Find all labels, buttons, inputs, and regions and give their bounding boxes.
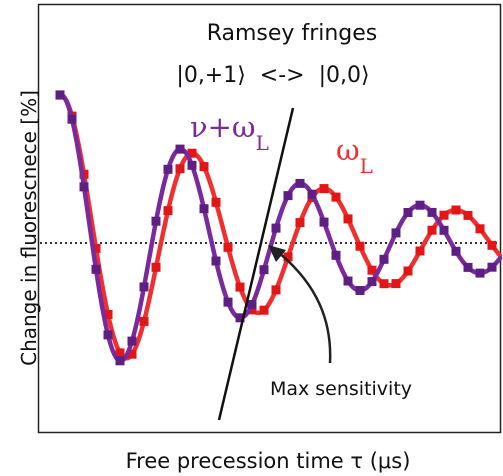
series-marker: [271, 285, 281, 295]
series-label-omega-sub: L: [360, 154, 373, 178]
series-marker: [487, 262, 497, 272]
series-marker: [235, 282, 245, 292]
series-marker: [403, 208, 413, 217]
annotation-arrow: [277, 251, 332, 364]
series-marker: [139, 316, 149, 326]
series-marker: [391, 279, 401, 289]
series-marker: [151, 216, 161, 226]
series-marker: [439, 225, 449, 235]
series-marker: [91, 243, 101, 253]
series-marker: [427, 225, 437, 235]
series-marker: [283, 252, 293, 262]
series-marker: [355, 286, 365, 295]
max-sensitivity-tangent: [217, 107, 295, 421]
series-marker: [235, 313, 245, 323]
series-label-nu-omega-sub: L: [256, 131, 269, 155]
series-marker: [211, 256, 221, 266]
series-marker: [331, 250, 341, 260]
series-marker: [175, 144, 185, 154]
series-marker: [355, 241, 365, 251]
series-marker: [247, 305, 257, 315]
series-marker: [91, 264, 101, 274]
series-marker: [103, 310, 113, 319]
series-marker: [127, 336, 137, 346]
series-marker: [475, 268, 485, 278]
series-marker: [67, 114, 77, 124]
series-marker: [139, 282, 149, 292]
series-marker: [451, 246, 461, 256]
series-layer: [55, 90, 503, 366]
series-marker: [199, 204, 209, 214]
series-marker: [463, 262, 473, 272]
series-marker: [463, 210, 473, 220]
series-marker: [343, 276, 353, 286]
series-marker: [127, 349, 137, 359]
series-marker: [259, 265, 269, 275]
series-marker: [475, 224, 485, 234]
series-marker: [247, 300, 257, 309]
series-marker: [175, 164, 185, 174]
series-marker: [319, 184, 329, 194]
series-marker: [163, 206, 173, 216]
series-marker: [103, 330, 113, 340]
series-marker: [403, 266, 413, 276]
series-marker: [223, 297, 233, 307]
series-marker: [391, 228, 401, 238]
chart-title-line2: |0,+1⟩ <-> |0,0⟩: [176, 63, 369, 88]
series-marker: [271, 223, 281, 233]
series-marker: [379, 254, 389, 264]
series-marker: [427, 207, 437, 217]
y-axis-label: Change in fluorescnece [%]: [17, 90, 41, 366]
annotation-text: Max sensitivity: [270, 378, 412, 400]
plot-frame: [37, 3, 502, 434]
series-marker: [295, 218, 305, 228]
x-axis-label: Free precession time τ (μs): [126, 449, 411, 473]
series-label-omega: ωL: [336, 133, 373, 178]
series-marker: [415, 246, 425, 256]
series-marker: [367, 277, 377, 287]
series-marker: [487, 240, 497, 250]
series-marker: [79, 182, 89, 192]
series-marker: [307, 189, 317, 199]
series-marker: [115, 348, 125, 358]
series-marker: [451, 205, 461, 215]
series-marker: [223, 242, 233, 252]
series-marker: [211, 197, 221, 207]
chart-title-line1: Ramsey fringes: [207, 21, 378, 46]
series-marker: [187, 148, 197, 158]
series-marker: [163, 164, 173, 174]
series-marker: [379, 279, 389, 289]
series-marker: [319, 217, 329, 227]
series-marker: [343, 214, 353, 224]
series-marker: [439, 210, 449, 220]
series-marker: [283, 191, 293, 201]
series-marker: [151, 262, 161, 272]
annotation-arrowhead: [268, 245, 286, 262]
series-marker: [115, 356, 125, 366]
series-marker: [331, 192, 341, 202]
series-label-nu-omega: ν+ωL: [190, 110, 269, 155]
series-marker: [415, 200, 425, 210]
series-marker: [367, 265, 377, 275]
series-marker: [295, 178, 305, 188]
series-marker: [199, 162, 209, 172]
series-marker: [259, 305, 269, 315]
series-marker: [187, 160, 197, 170]
series-marker: [55, 90, 65, 100]
